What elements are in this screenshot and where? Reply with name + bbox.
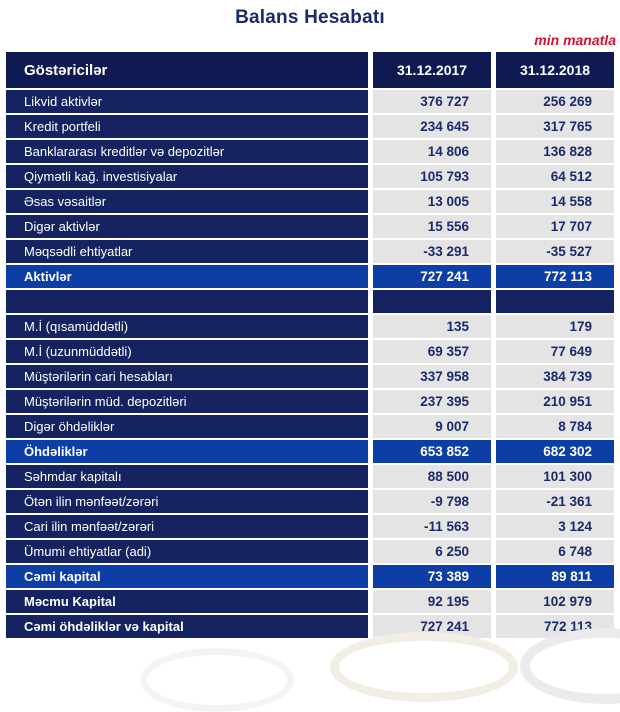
table-row: Aktivlər 727 241 772 113	[6, 265, 614, 288]
table-body: Likvid aktivlər 376 727 256 269 Kredit port…	[6, 90, 614, 638]
value-cell-2018: -21 361	[496, 490, 614, 513]
table-row: Cəmi kapital 73 389 89 811	[6, 565, 614, 588]
value-cell-2017: 234 645	[373, 115, 492, 138]
balance-sheet-page: Balans Hesabatı min manatla Göstəricilər…	[1, 7, 620, 712]
header-row: Göstəricilər 31.12.2017 31.12.2018	[6, 52, 614, 88]
value-cell-2017: 337 958	[373, 365, 492, 388]
row-label-cell: Qiymətli kağ. investisiyalar	[6, 165, 369, 188]
spacer-row	[6, 290, 614, 313]
value-cell-2017: 69 357	[373, 340, 492, 363]
table-row: M.İ (qısamüddətli) 135 179	[6, 315, 614, 338]
table-row: Öhdəliklər 653 852 682 302	[6, 440, 614, 463]
table-row: Cari ilin mənfəət/zərəri -11 563 3 124	[6, 515, 614, 538]
header-date-2017: 31.12.2017	[373, 52, 492, 88]
row-label-cell	[6, 290, 369, 313]
row-label-cell: Likvid aktivlər	[6, 90, 369, 113]
value-cell-2018: 682 302	[496, 440, 614, 463]
value-cell-2017: 88 500	[373, 465, 492, 488]
value-cell-2018: 14 558	[496, 190, 614, 213]
table-row: Digər öhdəliklər 9 007 8 784	[6, 415, 614, 438]
value-cell-2017: 376 727	[373, 90, 492, 113]
value-cell-2017: 135	[373, 315, 492, 338]
table-row: Likvid aktivlər 376 727 256 269	[6, 90, 614, 113]
table-row: Cəmi öhdəliklər və kapital 727 241 772 113	[6, 615, 614, 638]
value-cell-2017: 92 195	[373, 590, 492, 613]
value-cell-2018: 384 739	[496, 365, 614, 388]
value-cell-2018: 3 124	[496, 515, 614, 538]
value-cell-2018: 6 748	[496, 540, 614, 563]
table-row: Müştərilərin cari hesabları 337 958 384 73…	[6, 365, 614, 388]
value-cell-2017: 13 005	[373, 190, 492, 213]
table-row: Əsas vəsaitlər 13 005 14 558	[6, 190, 614, 213]
value-cell-2018: 179	[496, 315, 614, 338]
row-label-cell: Müştərilərin cari hesabları	[6, 365, 369, 388]
row-label-cell: Digər öhdəliklər	[6, 415, 369, 438]
value-cell-2017: -11 563	[373, 515, 492, 538]
value-cell-2018: 17 707	[496, 215, 614, 238]
table-row: Səhmdar kapitalı 88 500 101 300	[6, 465, 614, 488]
row-label-cell: Banklararası kreditlər və depozitlər	[6, 140, 369, 163]
value-cell-2018: 210 951	[496, 390, 614, 413]
value-cell-2017: 653 852	[373, 440, 492, 463]
table-row: Ötən ilin mənfəət/zərəri -9 798 -21 361	[6, 490, 614, 513]
value-cell-2017: 727 241	[373, 615, 492, 638]
table-row: Müştərilərin müd. depozitləri 237 395 210 …	[6, 390, 614, 413]
value-cell-2017: 105 793	[373, 165, 492, 188]
unit-note: min manatla	[534, 32, 616, 48]
watermark-shape	[330, 632, 518, 702]
row-label-cell: Ötən ilin mənfəət/zərəri	[6, 490, 369, 513]
row-label-cell: Məcmu Kapital	[6, 590, 369, 613]
value-cell-2018: 77 649	[496, 340, 614, 363]
table-row: Məqsədli ehtiyatlar -33 291 -35 527	[6, 240, 614, 263]
watermark-shape	[140, 648, 294, 712]
row-label-cell: Kredit portfeli	[6, 115, 369, 138]
row-label-cell: Cari ilin mənfəət/zərəri	[6, 515, 369, 538]
value-cell-2018: 8 784	[496, 415, 614, 438]
table-row: Banklararası kreditlər və depozitlər 14 8…	[6, 140, 614, 163]
row-label-cell: Səhmdar kapitalı	[6, 465, 369, 488]
value-cell-2018: 772 113	[496, 265, 614, 288]
row-label-cell: Məqsədli ehtiyatlar	[6, 240, 369, 263]
value-cell-2017: 727 241	[373, 265, 492, 288]
value-cell-2018: 136 828	[496, 140, 614, 163]
value-cell-2017: 14 806	[373, 140, 492, 163]
row-label-cell: Ümumi ehtiyatlar (adi)	[6, 540, 369, 563]
value-cell-2018: 89 811	[496, 565, 614, 588]
value-cell-2018	[496, 290, 614, 313]
value-cell-2017: -33 291	[373, 240, 492, 263]
row-label-cell: Müştərilərin müd. depozitləri	[6, 390, 369, 413]
page-title: Balans Hesabatı	[235, 7, 385, 28]
value-cell-2017: 73 389	[373, 565, 492, 588]
header-indicators: Göstəricilər	[6, 52, 369, 88]
table-row: Qiymətli kağ. investisiyalar 105 793 64 51…	[6, 165, 614, 188]
row-label-cell: Cəmi kapital	[6, 565, 369, 588]
row-label-cell: Aktivlər	[6, 265, 369, 288]
value-cell-2017: 9 007	[373, 415, 492, 438]
table-row: M.İ (uzunmüddətli) 69 357 77 649	[6, 340, 614, 363]
row-label-cell: M.İ (qısamüddətli)	[6, 315, 369, 338]
value-cell-2017: 237 395	[373, 390, 492, 413]
table-row: Ümumi ehtiyatlar (adi) 6 250 6 748	[6, 540, 614, 563]
value-cell-2017	[373, 290, 492, 313]
value-cell-2018: 64 512	[496, 165, 614, 188]
value-cell-2017: -9 798	[373, 490, 492, 513]
value-cell-2018: 772 113	[496, 615, 614, 638]
table-row: Kredit portfeli 234 645 317 765	[6, 115, 614, 138]
value-cell-2018: 102 979	[496, 590, 614, 613]
row-label-cell: Digər aktivlər	[6, 215, 369, 238]
row-label-cell: M.İ (uzunmüddətli)	[6, 340, 369, 363]
balance-table: Göstəricilər 31.12.2017 31.12.2018 Likvi…	[1, 50, 619, 640]
header-date-2018: 31.12.2018	[496, 52, 614, 88]
value-cell-2018: 256 269	[496, 90, 614, 113]
value-cell-2017: 6 250	[373, 540, 492, 563]
value-cell-2017: 15 556	[373, 215, 492, 238]
row-label-cell: Öhdəliklər	[6, 440, 369, 463]
value-cell-2018: -35 527	[496, 240, 614, 263]
table-row: Məcmu Kapital 92 195 102 979	[6, 590, 614, 613]
value-cell-2018: 317 765	[496, 115, 614, 138]
row-label-cell: Cəmi öhdəliklər və kapital	[6, 615, 369, 638]
row-label-cell: Əsas vəsaitlər	[6, 190, 369, 213]
table-row: Digər aktivlər 15 556 17 707	[6, 215, 614, 238]
value-cell-2018: 101 300	[496, 465, 614, 488]
